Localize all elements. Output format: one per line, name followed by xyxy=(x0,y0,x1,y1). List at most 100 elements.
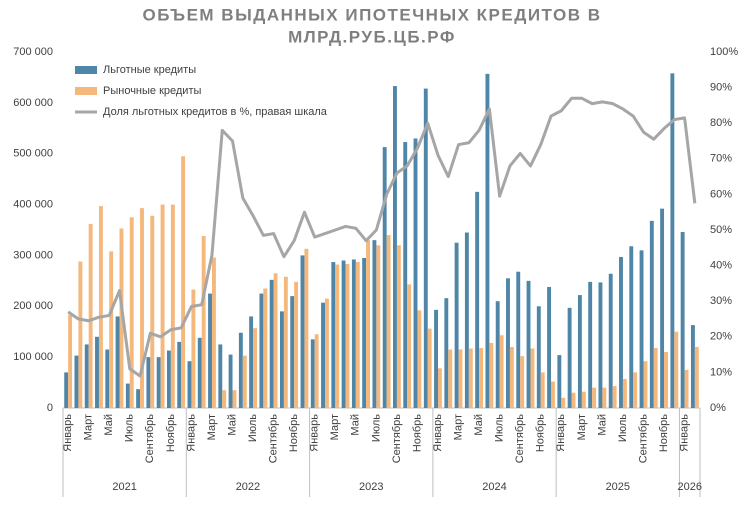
bar xyxy=(115,316,120,408)
x-tick-label: Январь xyxy=(678,414,690,452)
legend-label: Рыночные кредиты xyxy=(103,85,201,97)
bar xyxy=(362,257,367,408)
bar xyxy=(454,242,459,408)
bar xyxy=(479,347,484,408)
bar xyxy=(561,397,566,408)
x-tick-label: Сентябрь xyxy=(637,414,649,464)
bar xyxy=(633,372,638,408)
x-tick-label: Июль xyxy=(617,414,629,442)
x-tick-label: Март xyxy=(329,414,341,440)
year-label: 2023 xyxy=(359,481,383,493)
bar xyxy=(551,381,555,408)
year-label: 2026 xyxy=(677,481,701,493)
bar xyxy=(690,325,695,408)
bar xyxy=(670,73,675,409)
x-tick-label: Июль xyxy=(124,414,136,442)
bar xyxy=(146,357,151,408)
bar xyxy=(335,264,340,408)
y2-tick-label: 100% xyxy=(710,46,738,58)
bar xyxy=(516,271,521,408)
bar xyxy=(218,344,223,408)
chart-title: ОБЪЕМ ВЫДАННЫХ ИПОТЕЧНЫХ КРЕДИТОВ В xyxy=(142,5,601,24)
bar xyxy=(598,282,603,408)
bar xyxy=(187,361,192,408)
x-tick-label: Сентябрь xyxy=(514,414,526,464)
y2-tick-label: 80% xyxy=(710,117,732,129)
bar xyxy=(314,334,319,408)
x-tick-label: Июль xyxy=(247,414,259,442)
bar xyxy=(119,228,124,408)
bar xyxy=(341,260,346,408)
bar xyxy=(263,288,268,408)
bar xyxy=(300,255,305,408)
bar xyxy=(321,302,325,408)
chart-title: МЛРД.РУБ.ЦБ.РФ xyxy=(288,27,456,46)
bar xyxy=(495,301,500,408)
bar xyxy=(88,223,93,408)
bar xyxy=(536,306,541,408)
x-tick-label: Сентябрь xyxy=(268,414,280,464)
bar xyxy=(279,311,284,408)
bar xyxy=(619,256,623,408)
x-tick-label: Май xyxy=(596,414,608,436)
bar xyxy=(197,337,202,408)
bar xyxy=(588,281,593,408)
x-tick-label: Ноябрь xyxy=(658,414,670,452)
bar xyxy=(170,204,175,408)
bar xyxy=(95,336,99,408)
bar xyxy=(105,349,110,408)
bar xyxy=(273,273,278,408)
bar xyxy=(506,278,510,408)
bar xyxy=(694,346,699,408)
bar xyxy=(156,357,161,408)
y2-tick-label: 50% xyxy=(710,224,732,236)
bar xyxy=(434,309,439,408)
bar xyxy=(622,379,627,408)
bar xyxy=(331,262,336,408)
bar xyxy=(129,217,134,408)
x-tick-label: Май xyxy=(350,414,362,436)
bar xyxy=(222,390,227,408)
bar xyxy=(567,307,572,408)
y-tick-label: 100 000 xyxy=(13,351,53,363)
bar xyxy=(294,281,299,408)
bar xyxy=(177,341,182,408)
bar xyxy=(393,86,397,409)
bar xyxy=(253,328,257,408)
bar xyxy=(581,391,586,408)
bar xyxy=(547,286,552,408)
x-tick-label: Сентябрь xyxy=(391,414,403,464)
x-tick-label: Май xyxy=(103,414,115,436)
y2-tick-label: 30% xyxy=(710,295,732,307)
bar xyxy=(181,156,186,408)
bar xyxy=(211,257,216,408)
bar xyxy=(269,279,274,408)
bar xyxy=(283,276,288,408)
x-tick-label: Март xyxy=(83,414,95,440)
y-tick-label: 0 xyxy=(47,402,53,414)
bar xyxy=(427,328,432,408)
x-tick-label: Январь xyxy=(62,414,74,452)
legend-label: Доля льготных кредитов в %, правая шкала xyxy=(103,106,328,118)
bar xyxy=(376,245,381,408)
y-tick-label: 300 000 xyxy=(13,249,53,261)
bar xyxy=(485,73,490,409)
y2-tick-label: 70% xyxy=(710,153,732,165)
bar xyxy=(608,273,613,408)
y-tick-label: 500 000 xyxy=(13,148,53,160)
bar xyxy=(64,372,69,408)
bar xyxy=(571,392,576,408)
bar xyxy=(324,298,329,408)
legend-swatch xyxy=(75,87,97,95)
x-tick-label: Май xyxy=(226,414,238,436)
bar xyxy=(557,355,562,408)
bar xyxy=(530,348,535,408)
x-tick-label: Ноябрь xyxy=(535,414,547,452)
bar xyxy=(438,368,442,408)
bar xyxy=(351,259,356,408)
legend-label: Льготные кредиты xyxy=(103,64,196,76)
bar xyxy=(649,220,654,408)
bar xyxy=(310,339,315,408)
bar xyxy=(629,246,634,408)
bar xyxy=(136,389,141,408)
